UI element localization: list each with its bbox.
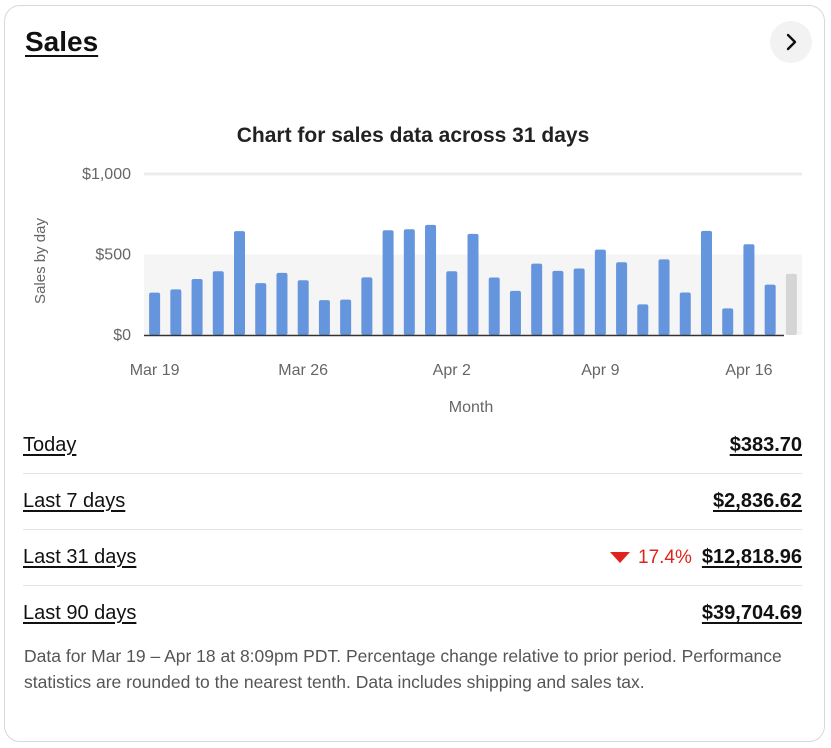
bar <box>764 284 776 335</box>
row-value[interactable]: $12,818.96 <box>701 546 802 568</box>
y-tick-label: $0 <box>113 327 131 344</box>
bar <box>700 230 712 335</box>
row-label[interactable]: Today <box>23 434 77 456</box>
x-tick-label: Apr 9 <box>581 362 619 379</box>
bar <box>361 277 373 335</box>
bar <box>594 249 606 335</box>
next-button[interactable] <box>770 21 812 63</box>
bar <box>552 270 564 335</box>
bar <box>785 273 797 335</box>
y-axis-label: Sales by day <box>32 218 49 304</box>
bar <box>340 299 352 335</box>
bar <box>170 289 182 335</box>
summary-row-7-days: Last 7 days $2,836.62 <box>23 474 802 530</box>
bar <box>616 262 628 335</box>
chevron-right-icon <box>786 33 797 51</box>
x-tick-label: Apr 16 <box>725 362 772 379</box>
row-label[interactable]: Last 7 days <box>23 490 126 512</box>
bar <box>191 278 203 335</box>
triangle-down-icon <box>610 552 631 563</box>
bar <box>297 280 309 335</box>
bar <box>531 263 543 335</box>
bar <box>637 304 649 335</box>
row-value[interactable]: $39,704.69 <box>701 602 802 624</box>
bar <box>446 271 458 335</box>
x-axis-label: Month <box>449 399 493 416</box>
bar <box>743 244 755 335</box>
change-indicator: 17.4% <box>610 547 692 569</box>
row-label[interactable]: Last 90 days <box>23 602 137 624</box>
sales-card: Sales Chart for sales data across 31 day… <box>4 5 825 742</box>
bar <box>467 233 479 335</box>
summary-row-31-days: Last 31 days 17.4% $12,818.96 <box>23 530 802 586</box>
bar <box>276 272 288 335</box>
row-value[interactable]: $2,836.62 <box>713 490 802 512</box>
summary-list: Today $383.70 Last 7 days $2,836.62 Last… <box>23 418 802 641</box>
bar <box>573 268 585 335</box>
y-tick-label: $1,000 <box>82 166 131 183</box>
bar <box>403 229 415 335</box>
bar <box>722 308 734 335</box>
bar <box>318 300 330 335</box>
bar <box>679 292 691 335</box>
summary-row-today: Today $383.70 <box>23 418 802 474</box>
footnote: Data for Mar 19 – Apr 18 at 8:09pm PDT. … <box>24 646 782 692</box>
bar <box>658 259 670 335</box>
change-percent: 17.4% <box>638 546 692 568</box>
bar <box>509 290 521 335</box>
x-tick-label: Mar 19 <box>130 362 180 379</box>
chart-title: Chart for sales data across 31 days <box>237 124 590 147</box>
y-tick-label: $500 <box>95 247 131 264</box>
bar <box>425 224 437 335</box>
bar <box>488 277 500 335</box>
x-tick-label: Apr 2 <box>433 362 471 379</box>
bar <box>234 231 246 335</box>
card-title[interactable]: Sales <box>25 26 99 57</box>
bar <box>382 230 394 335</box>
summary-row-90-days: Last 90 days $39,704.69 <box>23 586 802 641</box>
sales-chart: Chart for sales data across 31 days Sale… <box>32 124 802 416</box>
row-value[interactable]: $383.70 <box>729 434 802 456</box>
bar <box>212 271 224 335</box>
bar <box>255 283 267 335</box>
x-tick-label: Mar 26 <box>278 362 328 379</box>
row-label[interactable]: Last 31 days <box>23 546 137 568</box>
bar <box>149 292 161 335</box>
